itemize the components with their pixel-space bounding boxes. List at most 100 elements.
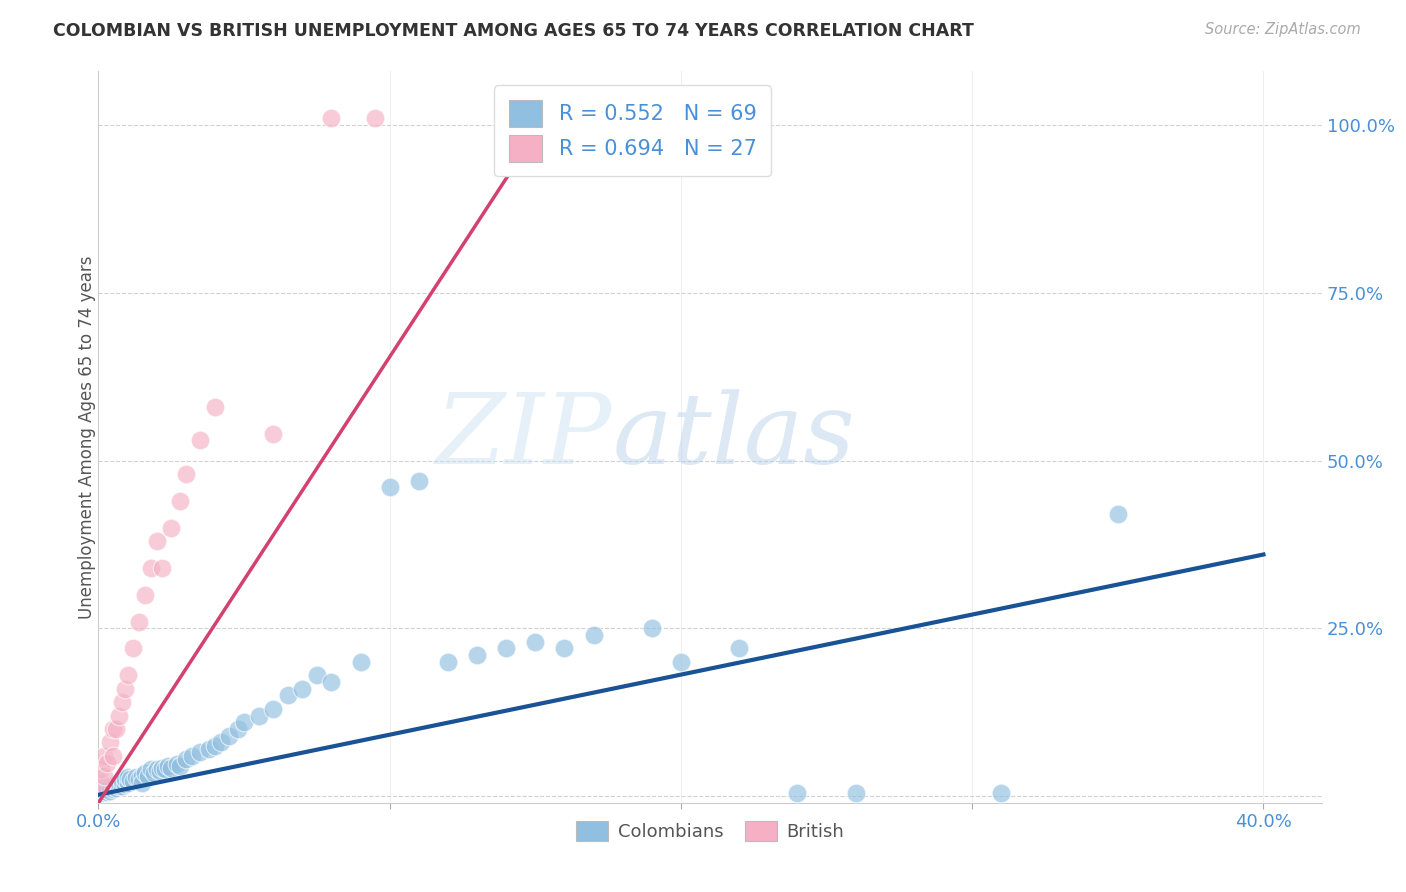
Point xyxy=(101,782,124,797)
Point xyxy=(524,634,547,648)
Point xyxy=(204,739,226,753)
Point xyxy=(495,641,517,656)
Point xyxy=(641,621,664,635)
Point xyxy=(93,769,115,783)
Point xyxy=(101,748,124,763)
Point xyxy=(305,668,328,682)
Point xyxy=(96,756,118,770)
Point xyxy=(277,689,299,703)
Point xyxy=(90,775,112,789)
Point xyxy=(174,752,197,766)
Point xyxy=(152,761,174,775)
Point xyxy=(180,748,202,763)
Point xyxy=(101,722,124,736)
Point xyxy=(728,641,751,656)
Point xyxy=(93,780,115,795)
Point xyxy=(131,769,153,783)
Point xyxy=(160,761,183,775)
Point xyxy=(104,722,127,736)
Point xyxy=(139,762,162,776)
Point xyxy=(145,534,167,549)
Point xyxy=(262,426,284,441)
Point xyxy=(125,770,148,784)
Point xyxy=(364,112,387,126)
Point xyxy=(117,775,139,789)
Point xyxy=(553,641,575,656)
Point xyxy=(98,783,121,797)
Point xyxy=(134,588,156,602)
Point xyxy=(218,729,240,743)
Point xyxy=(188,746,212,760)
Point xyxy=(152,561,174,575)
Point xyxy=(134,765,156,780)
Text: Source: ZipAtlas.com: Source: ZipAtlas.com xyxy=(1205,22,1361,37)
Point xyxy=(149,764,172,778)
Y-axis label: Unemployment Among Ages 65 to 74 years: Unemployment Among Ages 65 to 74 years xyxy=(79,255,96,619)
Point xyxy=(114,681,136,696)
Point xyxy=(142,765,165,780)
Point xyxy=(90,782,112,797)
Point xyxy=(233,715,256,730)
Point xyxy=(169,493,191,508)
Point xyxy=(155,762,177,776)
Point xyxy=(145,762,167,776)
Point xyxy=(204,400,226,414)
Point xyxy=(131,775,153,789)
Point xyxy=(98,780,121,795)
Point xyxy=(166,756,188,771)
Point xyxy=(408,474,430,488)
Point xyxy=(990,786,1012,800)
Point xyxy=(108,779,131,793)
Point xyxy=(117,668,139,682)
Point xyxy=(101,779,124,793)
Point xyxy=(321,112,343,126)
Point xyxy=(465,648,488,662)
Point xyxy=(108,708,131,723)
Point xyxy=(209,735,232,749)
Point xyxy=(139,561,162,575)
Point xyxy=(111,779,134,793)
Point xyxy=(262,702,284,716)
Point xyxy=(786,786,808,800)
Point xyxy=(93,748,115,763)
Point xyxy=(96,782,118,797)
Point xyxy=(90,762,112,776)
Point xyxy=(169,759,191,773)
Point xyxy=(108,775,131,789)
Point xyxy=(136,769,159,783)
Point xyxy=(321,675,343,690)
Point xyxy=(122,641,145,656)
Point xyxy=(120,772,142,787)
Point xyxy=(188,434,212,448)
Point xyxy=(198,742,221,756)
Point xyxy=(96,785,118,799)
Text: atlas: atlas xyxy=(612,390,855,484)
Point xyxy=(111,774,134,789)
Point xyxy=(114,777,136,791)
Point xyxy=(90,786,112,800)
Point xyxy=(349,655,371,669)
Point xyxy=(160,521,183,535)
Point xyxy=(226,722,249,736)
Point xyxy=(93,783,115,797)
Point xyxy=(98,735,121,749)
Point xyxy=(437,655,460,669)
Point xyxy=(157,759,180,773)
Point xyxy=(114,772,136,787)
Point xyxy=(128,615,150,629)
Point xyxy=(845,786,868,800)
Point xyxy=(669,655,692,669)
Point xyxy=(582,628,605,642)
Point xyxy=(128,772,150,787)
Point xyxy=(117,770,139,784)
Point xyxy=(1107,508,1129,522)
Point xyxy=(174,467,197,481)
Legend: Colombians, British: Colombians, British xyxy=(569,814,851,848)
Point xyxy=(122,774,145,789)
Text: COLOMBIAN VS BRITISH UNEMPLOYMENT AMONG AGES 65 TO 74 YEARS CORRELATION CHART: COLOMBIAN VS BRITISH UNEMPLOYMENT AMONG … xyxy=(53,22,974,40)
Text: ZIP: ZIP xyxy=(436,390,612,484)
Point xyxy=(104,780,127,795)
Point xyxy=(104,777,127,791)
Point xyxy=(247,708,270,723)
Point xyxy=(111,695,134,709)
